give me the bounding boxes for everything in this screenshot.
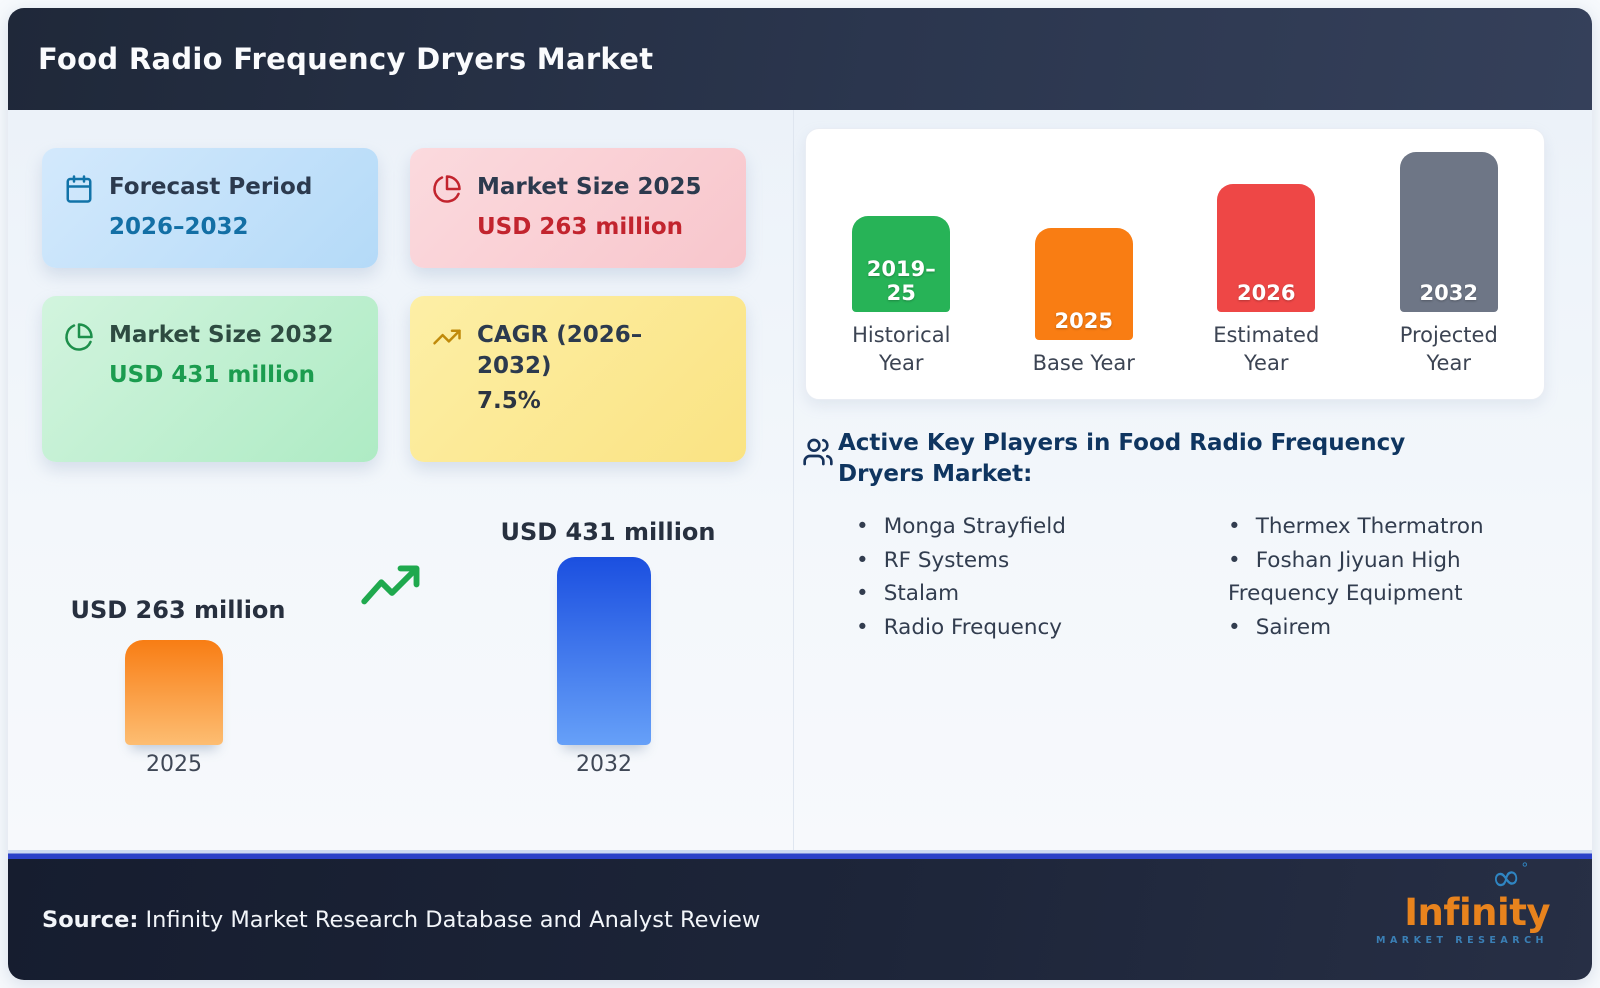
stat-card-forecast-period: Forecast Period 2026–2032 (42, 148, 378, 268)
timeline-label: Base Year (1032, 351, 1135, 375)
timeline-item-base: 2025 Base Year (993, 129, 1176, 399)
calendar-icon (64, 174, 94, 204)
stat-label: Forecast Period (109, 174, 313, 200)
timeline-year: 2032 (1419, 281, 1478, 305)
timeline-card: 2019–25 Historical Year 2025 Base Year 2… (805, 128, 1545, 400)
stat-value: USD 263 million (477, 214, 684, 241)
bar-2025 (125, 640, 223, 745)
key-players-list-right: Thermex Thermatron Foshan Jiyuan High Fr… (1228, 510, 1540, 644)
trending-up-arrow-icon (360, 562, 424, 612)
list-item: Thermex Thermatron (1228, 510, 1540, 544)
users-icon (802, 436, 834, 468)
source-label: Source: (42, 906, 139, 933)
pie-chart-icon (64, 322, 94, 352)
source-value: Infinity Market Research Database and An… (138, 906, 761, 933)
timeline-item-estimated: 2026 Estimated Year (1175, 129, 1358, 399)
stat-card-market-size-2025: Market Size 2025 USD 263 million (410, 148, 746, 268)
stat-label: Market Size 2032 (109, 322, 334, 348)
timeline-bar: 2019–25 (852, 216, 951, 312)
infinity-logo: ∞° Infinity MARKET RESEARCH (1366, 855, 1556, 946)
x-axis-label-2032: 2032 (576, 752, 632, 777)
right-panel: 2019–25 Historical Year 2025 Base Year 2… (794, 110, 1592, 850)
key-players-list-left: Monga Strayfield RF Systems Stalam Radio… (856, 510, 1186, 644)
list-item: Sairem (1228, 611, 1540, 645)
trending-up-icon (432, 322, 462, 352)
timeline-bar: 2026 (1217, 184, 1316, 312)
timeline-label: Projected Year (1399, 323, 1498, 375)
list-item: Foshan Jiyuan High Frequency Equipment (1228, 544, 1540, 611)
logo-wordmark: Infinity (1404, 890, 1550, 934)
timeline-year: 2026 (1237, 281, 1296, 305)
timeline-year: 2019–25 (866, 257, 936, 305)
infinity-symbol-icon: ∞° (1488, 855, 1530, 900)
stat-value: USD 431 million (109, 362, 316, 389)
list-item: RF Systems (856, 544, 1186, 578)
footer-bar: Source: Infinity Market Research Databas… (8, 855, 1592, 980)
stat-value: 2026–2032 (109, 214, 249, 241)
timeline-bar: 2025 (1034, 228, 1133, 340)
timeline-item-historical: 2019–25 Historical Year (810, 129, 993, 399)
bar-2032 (557, 557, 651, 745)
header-bar: Food Radio Frequency Dryers Market (8, 8, 1592, 110)
stat-label: Market Size 2025 (477, 174, 702, 200)
timeline-bar: 2032 (1399, 152, 1498, 312)
bar-annotation-2032: USD 431 million (500, 518, 716, 546)
stat-label: CAGR (2026–2032) (477, 322, 643, 380)
timeline-label: Historical Year (852, 323, 951, 375)
pie-chart-icon (432, 174, 462, 204)
key-players-heading: Active Key Players in Food Radio Frequen… (838, 430, 1406, 487)
timeline-year: 2025 (1054, 309, 1113, 333)
stat-value: 7.5% (477, 388, 541, 415)
list-item: Monga Strayfield (856, 510, 1186, 544)
list-item: Radio Frequency (856, 611, 1186, 645)
bar-annotation-2025: USD 263 million (70, 596, 286, 624)
growth-chart: USD 263 million USD 431 million 2025 203… (8, 490, 794, 840)
logo-subtitle: MARKET RESEARCH (1376, 934, 1548, 946)
infographic-frame: Food Radio Frequency Dryers Market Forec… (8, 8, 1592, 980)
list-item: Stalam (856, 577, 1186, 611)
stat-card-market-size-2032: Market Size 2032 USD 431 million (42, 296, 378, 462)
footer-accent-divider (8, 850, 1592, 859)
left-panel: Forecast Period 2026–2032 Market Size 20… (8, 110, 794, 850)
source-text: Source: Infinity Market Research Databas… (42, 907, 760, 933)
timeline-label: Estimated Year (1213, 323, 1320, 375)
timeline-item-projected: 2032 Projected Year (1358, 129, 1541, 399)
page-title: Food Radio Frequency Dryers Market (38, 42, 654, 76)
stat-card-cagr: CAGR (2026–2032) 7.5% (410, 296, 746, 462)
main-content: Forecast Period 2026–2032 Market Size 20… (8, 110, 1592, 850)
x-axis-label-2025: 2025 (146, 752, 202, 777)
